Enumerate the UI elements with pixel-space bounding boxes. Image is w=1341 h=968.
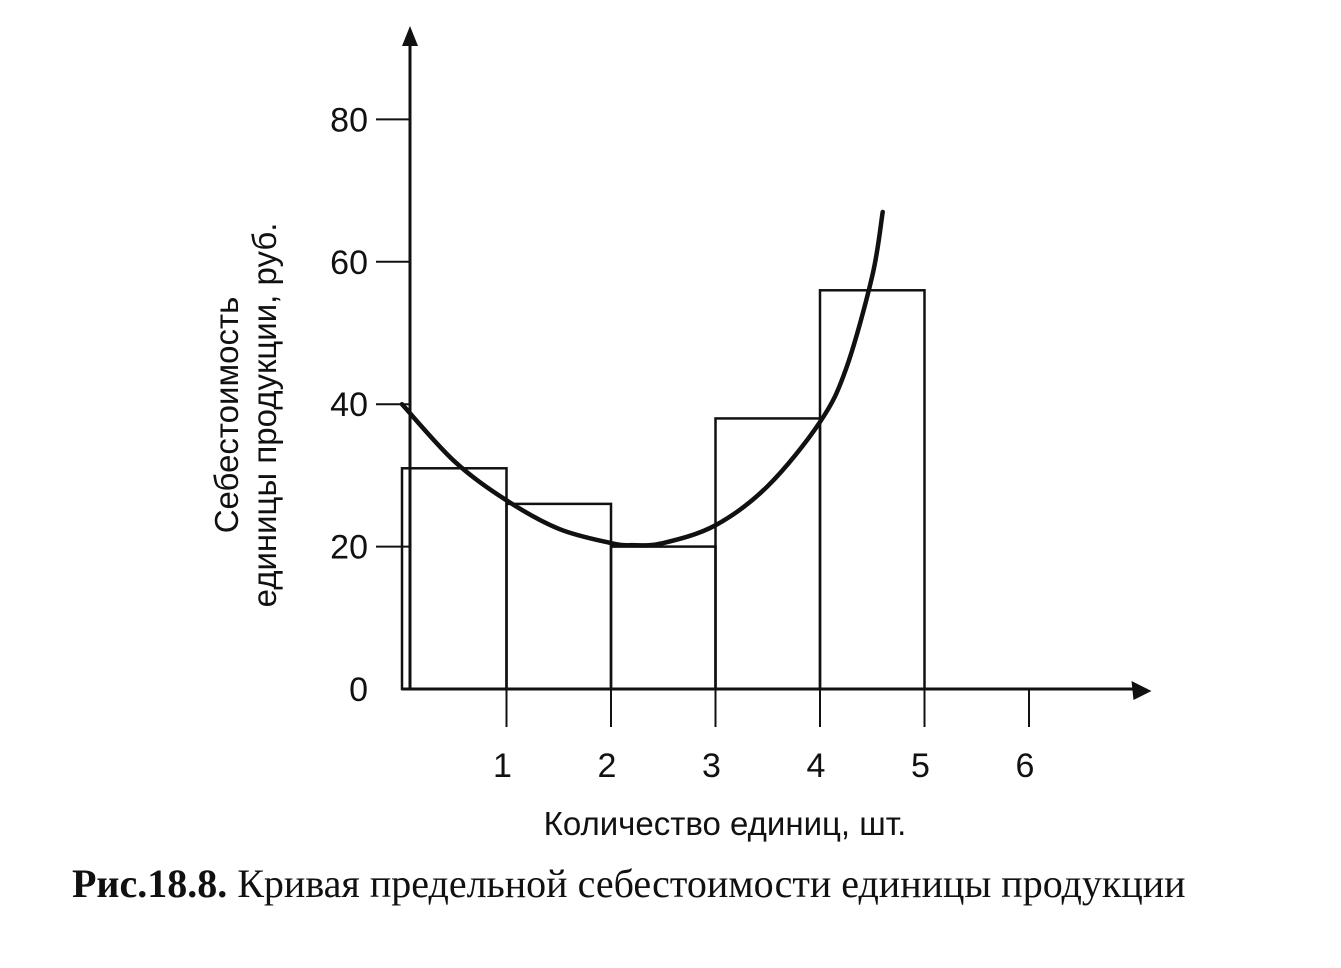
- x-tick-label-6: 6: [1016, 747, 1035, 785]
- y-axis-title-line2: единицы продукции, руб.: [246, 223, 283, 608]
- caption-number: Рис.18.8.: [72, 861, 228, 906]
- y-axis-title: Себестоимость единицы продукции, руб.: [208, 223, 283, 608]
- x-tick-label-2: 2: [598, 747, 617, 785]
- y-tick-label-80: 80: [330, 101, 368, 139]
- y-axis-arrow: [402, 26, 418, 46]
- marginal-cost-curve: [399, 209, 885, 548]
- x-axis-title: Количество единиц, шт.: [544, 805, 907, 842]
- bar-1: [400, 467, 508, 691]
- figure-caption: Рис.18.8. Кривая предельной себестоимост…: [72, 860, 1332, 907]
- curve-group: [399, 209, 885, 548]
- y-tick-label-0: 0: [349, 671, 368, 709]
- bar-4: [714, 417, 822, 691]
- x-tick-label-3: 3: [702, 747, 721, 785]
- bar-5: [818, 289, 926, 691]
- y-tick-label-60: 60: [330, 244, 368, 282]
- ticks-group: 0 20 40 60 80 1 2 3 4 5 6: [330, 101, 1034, 785]
- x-axis-arrow: [1131, 681, 1152, 700]
- y-tick-label-40: 40: [330, 386, 368, 424]
- bars-group: [400, 289, 926, 691]
- y-axis-title-line1: Себестоимость: [208, 297, 245, 534]
- axes-group: [402, 26, 1152, 700]
- x-tick-label-5: 5: [911, 747, 930, 785]
- caption-text: Кривая предельной себестоимости единицы …: [227, 861, 1186, 906]
- y-tick-label-20: 20: [330, 529, 368, 567]
- x-tick-label-1: 1: [493, 747, 512, 785]
- marginal-cost-chart: 0 20 40 60 80 1 2 3 4 5 6 Количество единиц, шт. С…: [208, 26, 1152, 842]
- bar-3: [609, 545, 717, 691]
- x-tick-label-4: 4: [807, 747, 826, 785]
- bar-2: [505, 502, 613, 691]
